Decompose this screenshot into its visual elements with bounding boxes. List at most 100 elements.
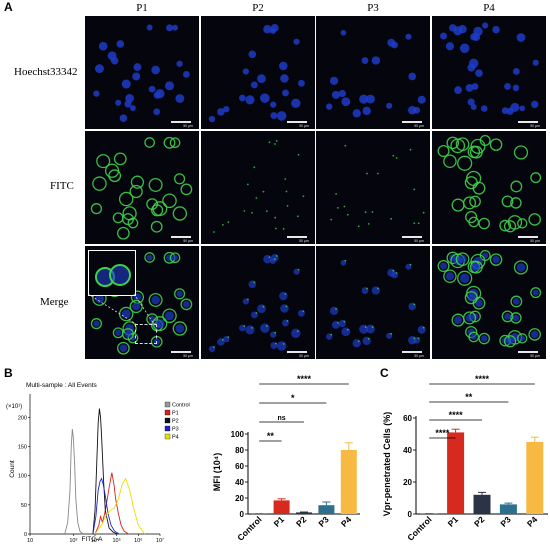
micrograph-merge-p2: 50 μm	[201, 246, 315, 359]
scale-bar-label: 50 μm	[183, 239, 193, 243]
column-label-p1: P1	[136, 2, 148, 14]
micrograph-hoechst33342-p2: 50 μm	[201, 16, 315, 129]
significance-label: **	[465, 392, 473, 402]
x-tick-label: 10⁴	[91, 537, 100, 544]
bar-p2	[296, 512, 312, 514]
micrograph-fitc-p1: 50 μm	[85, 131, 199, 244]
legend-label: P3	[172, 427, 179, 433]
series-line-p2	[92, 408, 118, 535]
merge-inset	[88, 250, 136, 296]
legend-label: P4	[172, 435, 179, 441]
x-tick-label: 10	[27, 538, 33, 544]
micrograph-hoechst33342-p3: 50 μm	[316, 16, 430, 129]
y-tick-label: 150	[18, 445, 27, 451]
category-label: P4	[339, 514, 354, 529]
legend-label: P2	[172, 419, 179, 425]
scale-bar-label: 50 μm	[299, 354, 309, 358]
y-tick-label: 50	[21, 503, 27, 509]
significance-label: ****	[475, 374, 490, 384]
panel-b-letter: B	[4, 366, 13, 380]
legend-swatch	[164, 433, 171, 440]
micrograph-merge-p4: 50 μm	[432, 246, 546, 359]
x-tick-label: 10⁶	[134, 537, 142, 544]
y-tick-label: 40	[235, 478, 244, 487]
x-tick-label: 10⁷	[156, 537, 164, 544]
scale-bar-label: 50 μm	[299, 124, 309, 128]
mfi-y-label: MFI (10⁴)	[212, 453, 222, 491]
bar-p3	[499, 504, 517, 514]
significance-label: **	[267, 431, 275, 441]
y-tick-label: 200	[18, 415, 27, 421]
scale-bar	[171, 236, 191, 238]
category-label: P4	[525, 514, 540, 529]
category-label: P3	[498, 514, 513, 529]
bar-p2	[473, 494, 491, 514]
scale-bar	[171, 121, 191, 123]
y-tick-label: 0	[24, 532, 27, 538]
row-label-fitc: FITC	[50, 180, 74, 192]
category-label: P3	[316, 514, 331, 529]
scale-bar	[171, 351, 191, 353]
y-tick-label: 60	[403, 414, 412, 423]
scale-bar-label: 50 μm	[414, 239, 424, 243]
significance-label: *	[291, 393, 295, 403]
significance-label: ****	[449, 410, 464, 420]
micrograph-hoechst33342-p4: 50 μm	[432, 16, 546, 129]
significance-label: ****	[435, 428, 450, 438]
scale-bar-label: 50 μm	[530, 354, 540, 358]
vpr-y-label: Vpr-penetrated Cells (%)	[382, 412, 392, 517]
micrograph-fitc-p3: 50 μm	[316, 131, 430, 244]
histogram-y-label: Count	[9, 460, 16, 478]
bar-p4	[526, 442, 544, 514]
micrograph-fitc-p2: 50 μm	[201, 131, 315, 244]
legend-label: Control	[172, 403, 190, 409]
bar-p4	[340, 450, 357, 514]
series-line-p3	[92, 477, 120, 535]
inset-source-box	[135, 324, 157, 344]
y-tick-label: 100	[18, 474, 27, 480]
scale-bar-label: 50 μm	[414, 124, 424, 128]
inset-connector-lines	[87, 293, 155, 325]
micrograph-hoechst33342-p1: 50 μm	[85, 16, 199, 129]
y-tick-label: 20	[235, 494, 244, 503]
scale-bar	[402, 351, 422, 353]
scale-bar	[287, 121, 307, 123]
significance-label: ****	[297, 374, 312, 384]
category-label: P1	[446, 514, 461, 529]
legend-swatch	[164, 425, 171, 432]
scale-bar	[402, 236, 422, 238]
scale-bar	[518, 236, 538, 238]
scale-bar	[287, 351, 307, 353]
scale-bar	[287, 236, 307, 238]
scale-bar-label: 50 μm	[183, 124, 193, 128]
micrograph-merge-p3: 50 μm	[316, 246, 430, 359]
histogram-y-multiplier: (×10¹)	[6, 404, 22, 410]
histogram-title: Multi-sample : All Events	[26, 382, 98, 389]
category-label: P1	[272, 514, 287, 529]
y-tick-label: 60	[235, 462, 244, 471]
scale-bar-label: 50 μm	[530, 124, 540, 128]
y-tick-label: 100	[231, 430, 245, 439]
y-tick-label: 80	[235, 446, 244, 455]
bar-p3	[318, 505, 335, 514]
series-line-p4	[94, 477, 146, 535]
scale-bar	[518, 121, 538, 123]
y-tick-label: 20	[403, 478, 412, 487]
inset-cell-image	[95, 264, 131, 287]
category-label: P2	[472, 514, 487, 529]
legend-swatch	[164, 401, 171, 408]
row-label-hoechst: Hoechst33342	[14, 66, 78, 78]
histogram-x-label: FITC-A	[82, 536, 104, 543]
column-label-p3: P3	[367, 2, 379, 14]
y-tick-label: 0	[240, 510, 245, 519]
row-label-merge: Merge	[40, 296, 69, 308]
scale-bar-label: 50 μm	[530, 239, 540, 243]
legend-swatch	[164, 409, 171, 416]
bar-p1	[273, 500, 290, 514]
series-line-p1	[94, 472, 129, 535]
legend-swatch	[164, 417, 171, 424]
scale-bar	[518, 351, 538, 353]
series-line-control	[64, 428, 84, 535]
significance-label: ns	[278, 415, 286, 422]
